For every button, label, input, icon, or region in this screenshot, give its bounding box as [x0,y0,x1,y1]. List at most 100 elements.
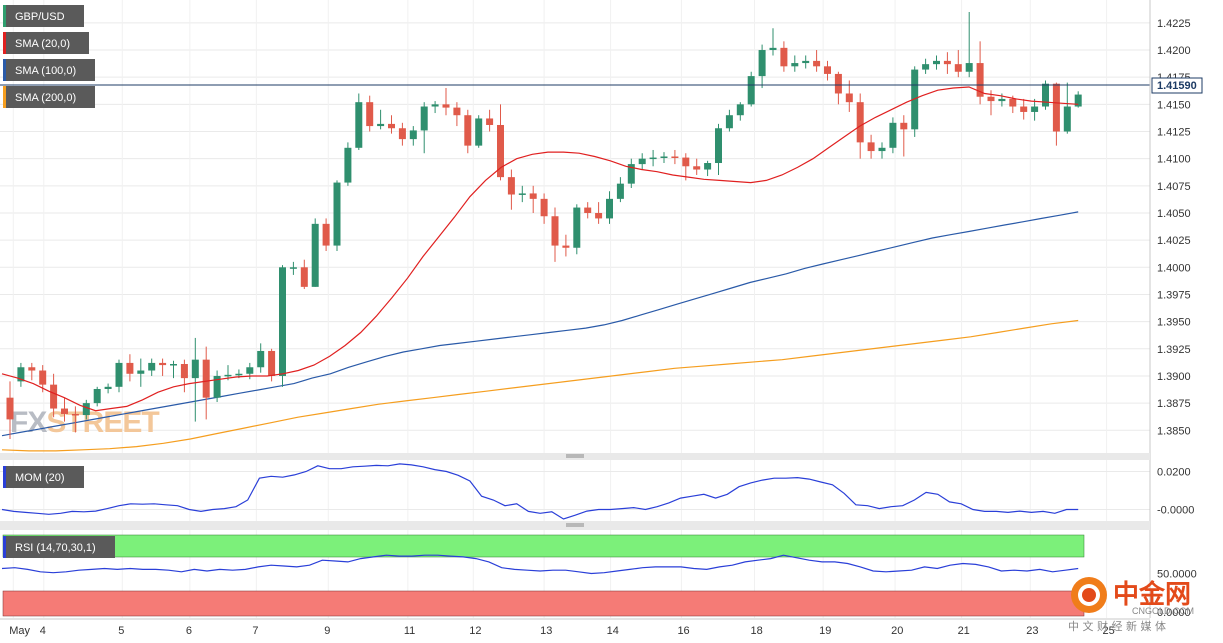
legend-sma100[interactable]: SMA (100,0) [3,59,95,81]
candle [6,381,14,439]
cngold-logo: 中金网 CNGOLD.COM 中 文 财 经 新 媒 体 [1068,577,1194,633]
sma100-line [1,211,1079,437]
x-tick-label: 18 [750,625,762,637]
x-tick-label: May [9,625,30,637]
candle-body [1020,106,1028,112]
y-tick-label: 1.4025 [1157,235,1191,247]
candle-body [180,364,188,379]
svg-text:SMA (100,0): SMA (100,0) [15,65,76,77]
candle-body [954,64,962,72]
candle-body [998,98,1006,102]
candle-body [224,374,232,377]
legend-mom[interactable]: MOM (20) [3,466,84,488]
candle-body [922,64,930,70]
candle [954,50,962,78]
candle-body [791,63,799,67]
candle [28,362,36,381]
candle-body [824,66,831,74]
candle-body [268,350,276,376]
legend-rsi[interactable]: RSI (14,70,30,1) [3,536,115,558]
x-tick-label: 12 [469,625,481,637]
pane-splitter-2[interactable] [0,521,1150,530]
candle [50,373,58,418]
candle-body [769,47,777,51]
candle [693,158,701,175]
candle-body [802,60,810,64]
candle-body [693,166,701,170]
candle [725,109,733,132]
candle [606,191,613,224]
candle [82,399,90,420]
candle [180,359,188,393]
candle [824,60,831,81]
x-tick-label: 23 [1026,625,1038,637]
candle [595,202,603,224]
candle-body [235,373,243,376]
rsi-oversold-band [2,590,1085,617]
candle-body [17,367,25,382]
x-tick-label: 20 [891,625,903,637]
candle [126,354,134,382]
x-tick-label: 16 [677,625,689,637]
candle-body [170,364,177,366]
pane-splitter[interactable] [0,453,1150,460]
candle [257,343,265,373]
candle-body [987,96,995,102]
candle [486,109,494,132]
candle [889,117,897,154]
mom-line [1,463,1079,520]
candle-body [562,245,570,248]
candle-body [529,193,537,199]
logo-tagline: 中 文 财 经 新 媒 体 [1068,619,1166,633]
current-price-value: 1.41590 [1157,80,1197,92]
candle-body [28,367,36,371]
candle-body [845,93,853,103]
candle [747,71,755,107]
candle [834,71,842,105]
y-tick-label: 1.4125 [1157,127,1191,139]
candle [104,383,112,394]
candle-body [213,375,221,398]
x-tick-label: 13 [540,625,552,637]
candle-body [976,63,984,97]
candle-body [39,370,47,385]
candle-body [704,163,712,170]
candle-body [191,359,199,379]
y-tick-label: 1.3950 [1157,317,1191,329]
candle-body [682,157,690,167]
candle [61,397,68,422]
sma20-line [1,86,1079,412]
rsi-overbought-band [2,534,1085,558]
candle [1074,91,1082,108]
x-tick-label: 25 [1103,625,1115,637]
candle-body [627,164,635,184]
candle-body [453,107,461,116]
candle [911,66,919,137]
candle-body [1052,83,1060,132]
candle [802,55,810,69]
candle-body [6,397,14,420]
legend-sma20[interactable]: SMA (20,0) [3,32,89,54]
candle-body [464,115,472,146]
candle-body [333,182,341,246]
candle [562,234,570,257]
candle-body [965,63,973,72]
candle-body [82,403,90,416]
candle [322,218,330,252]
candle [115,359,123,393]
x-tick-label: 6 [186,625,192,637]
candle [627,158,635,188]
candle [791,55,799,72]
legend-sma200[interactable]: SMA (200,0) [3,86,95,108]
candle [900,115,908,157]
candle [845,80,853,112]
candle-body [758,50,766,77]
candle-body [878,147,886,152]
sma20-layer [1,86,1079,412]
rsi-line [1,554,1079,575]
candle [300,259,308,290]
legend-gbpusd[interactable]: GBP/USD [3,5,84,27]
candle [922,58,930,74]
svg-text:SMA (200,0): SMA (200,0) [15,92,76,104]
